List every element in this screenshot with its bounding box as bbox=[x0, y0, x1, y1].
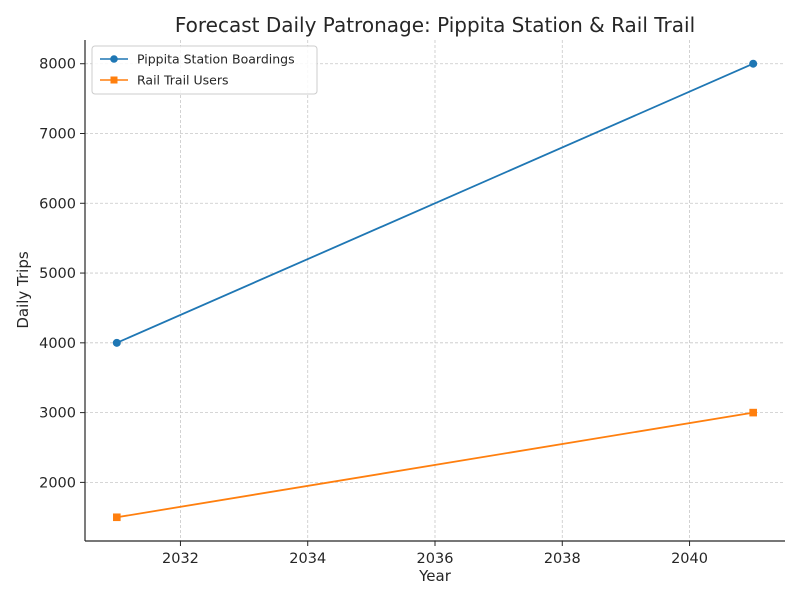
y-tick-label: 5000 bbox=[39, 266, 76, 282]
y-tick-label: 2000 bbox=[39, 475, 76, 491]
legend-box bbox=[91, 45, 318, 95]
data-point-square bbox=[749, 408, 757, 417]
x-tick-label: 2040 bbox=[671, 551, 708, 567]
data-point-circle bbox=[749, 59, 758, 68]
y-axis-label: Daily Trips bbox=[14, 251, 32, 329]
y-tick-label: 7000 bbox=[39, 127, 76, 143]
x-tick-label: 2034 bbox=[289, 551, 326, 567]
series-group bbox=[112, 59, 758, 522]
legend-marker-pippita bbox=[110, 55, 118, 63]
chart-title: Forecast Daily Patronage: Pippita Statio… bbox=[175, 13, 695, 37]
data-point-circle bbox=[112, 338, 121, 347]
y-tick-label: 4000 bbox=[39, 336, 76, 352]
legend-label-rail-trail: Rail Trail Users bbox=[137, 73, 229, 88]
series-line-0 bbox=[116, 62, 754, 344]
tick-group: 2032 2034 2036 2038 2040 2000 3000 4000 5000 6000… bbox=[39, 57, 708, 567]
x-tick-label: 2036 bbox=[417, 551, 454, 567]
x-tick-label: 2038 bbox=[544, 551, 581, 567]
legend-marker-rail-trail bbox=[110, 76, 118, 84]
data-point-square bbox=[113, 513, 121, 522]
y-tick-label: 8000 bbox=[39, 57, 76, 73]
series-line-1 bbox=[116, 411, 754, 519]
legend-label-pippita: Pippita Station Boardings bbox=[137, 52, 295, 67]
x-axis-label: Year bbox=[418, 567, 452, 585]
x-tick-label: 2032 bbox=[162, 551, 199, 567]
y-tick-label: 6000 bbox=[39, 196, 76, 212]
y-tick-label: 3000 bbox=[39, 406, 76, 422]
legend: Pippita Station Boardings Rail Trail Use… bbox=[91, 45, 318, 95]
